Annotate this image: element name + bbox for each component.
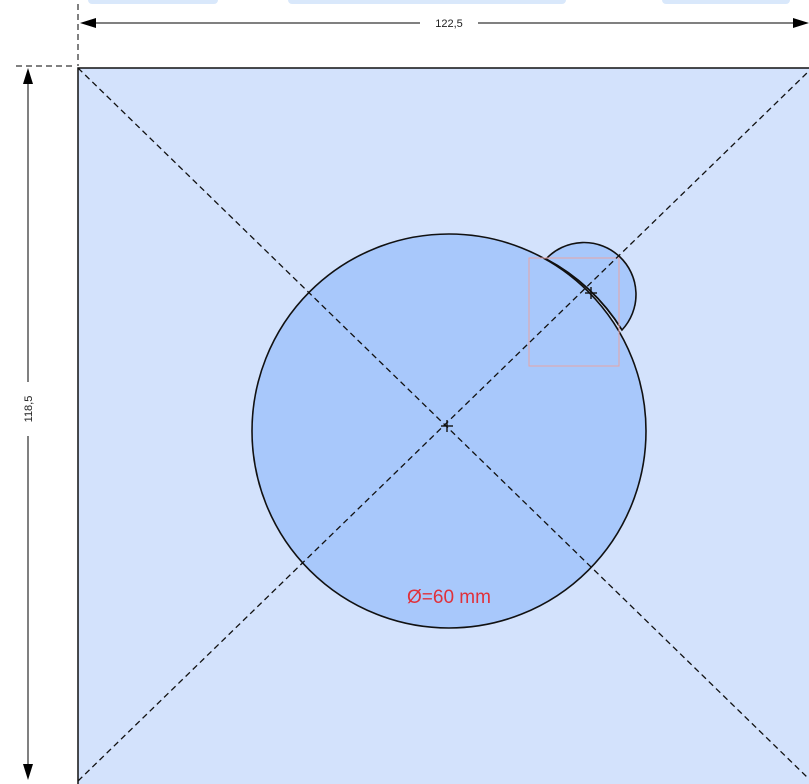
height-arrow-top (23, 68, 33, 84)
toolbar-tab-3[interactable] (662, 0, 790, 4)
small-circle-inner-arc (545, 258, 623, 331)
height-label: 118,5 (23, 396, 35, 423)
selection-box[interactable] (528, 257, 620, 367)
toolbar-tab-1[interactable] (88, 0, 218, 4)
width-arrow-left (80, 18, 96, 28)
main-circle[interactable] (251, 233, 647, 629)
width-dimension[interactable]: 122,5 (77, 4, 809, 66)
height-arrow-bottom (23, 764, 33, 780)
toolbar-tab-2[interactable] (288, 0, 566, 4)
width-arrow-right (793, 18, 809, 28)
center-marker-small[interactable] (585, 287, 597, 299)
height-dimension[interactable]: 118,5 (16, 65, 76, 780)
width-label: 122,5 (435, 18, 463, 30)
center-marker-main[interactable] (441, 420, 453, 432)
diameter-label[interactable]: Ø=60 mm (407, 587, 491, 608)
